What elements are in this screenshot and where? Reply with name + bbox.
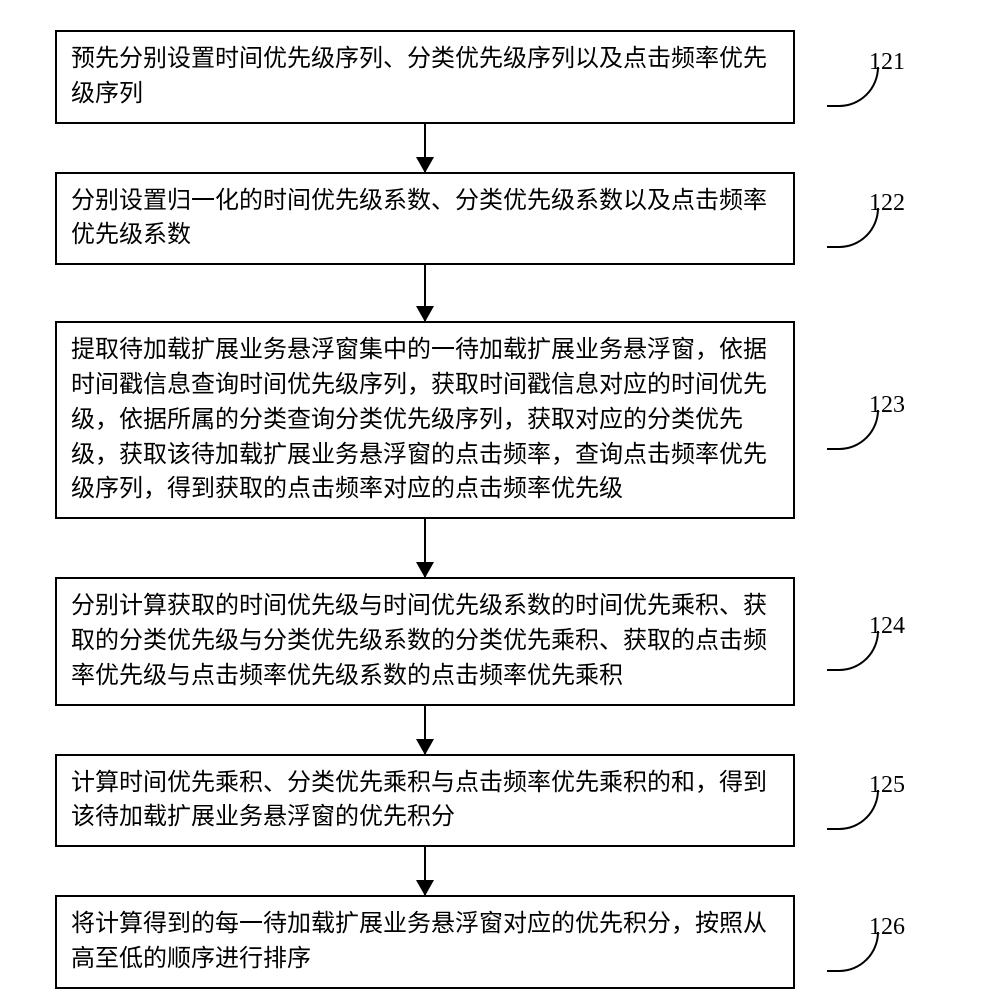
step-number-label: 124 <box>869 613 905 640</box>
flow-step-123: 提取待加载扩展业务悬浮窗集中的一待加载扩展业务悬浮窗，依据时间戳信息查询时间优先… <box>55 321 885 519</box>
arrow-shaft <box>424 519 426 577</box>
step-number-label: 122 <box>869 190 905 217</box>
step-box: 计算时间优先乘积、分类优先乘积与点击频率优先乘积的和，得到该待加载扩展业务悬浮窗… <box>55 754 795 848</box>
flow-step-121: 预先分别设置时间优先级序列、分类优先级序列以及点击频率优先级序列121 <box>55 30 885 124</box>
flowchart-container: 预先分别设置时间优先级序列、分类优先级序列以及点击频率优先级序列121 分别设置归… <box>55 30 885 989</box>
step-box: 将计算得到的每一待加载扩展业务悬浮窗对应的优先积分，按照从高至低的顺序进行排序 <box>55 895 795 989</box>
flow-arrow <box>55 265 795 321</box>
flow-arrow <box>55 706 795 754</box>
flow-step-125: 计算时间优先乘积、分类优先乘积与点击频率优先乘积的和，得到该待加载扩展业务悬浮窗… <box>55 754 885 848</box>
flow-arrow <box>55 847 795 895</box>
flow-arrow <box>55 124 795 172</box>
step-number-label: 121 <box>869 49 905 76</box>
step-label-cell: 124 <box>795 621 885 661</box>
flow-step-122: 分别设置归一化的时间优先级系数、分类优先级系数以及点击频率优先级系数122 <box>55 172 885 266</box>
arrow-shaft <box>424 847 426 895</box>
step-number-label: 123 <box>869 392 905 419</box>
arrow-shaft <box>424 706 426 754</box>
flow-step-126: 将计算得到的每一待加载扩展业务悬浮窗对应的优先积分，按照从高至低的顺序进行排序1… <box>55 895 885 989</box>
step-box: 分别设置归一化的时间优先级系数、分类优先级系数以及点击频率优先级系数 <box>55 172 795 266</box>
arrow-shaft <box>424 265 426 321</box>
step-box: 预先分别设置时间优先级序列、分类优先级序列以及点击频率优先级序列 <box>55 30 795 124</box>
step-number-label: 126 <box>869 914 905 941</box>
step-label-cell: 125 <box>795 780 885 820</box>
step-label-cell: 123 <box>795 400 885 440</box>
flow-arrow <box>55 519 795 577</box>
step-number-label: 125 <box>869 772 905 799</box>
flow-step-124: 分别计算获取的时间优先级与时间优先级系数的时间优先乘积、获取的分类优先级与分类优… <box>55 577 885 705</box>
step-label-cell: 122 <box>795 198 885 238</box>
step-box: 分别计算获取的时间优先级与时间优先级系数的时间优先乘积、获取的分类优先级与分类优… <box>55 577 795 705</box>
step-box: 提取待加载扩展业务悬浮窗集中的一待加载扩展业务悬浮窗，依据时间戳信息查询时间优先… <box>55 321 795 519</box>
step-label-cell: 126 <box>795 922 885 962</box>
step-label-cell: 121 <box>795 57 885 97</box>
arrow-shaft <box>424 124 426 172</box>
